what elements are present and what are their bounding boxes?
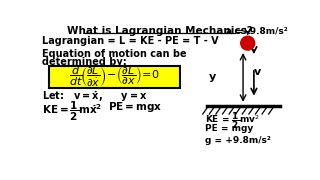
Text: Equation of motion can be: Equation of motion can be	[42, 49, 187, 58]
Text: v: v	[253, 67, 260, 77]
Text: $\dfrac{d}{dt}\!\left(\dfrac{\partial L}{\partial \dot{x}}\right)\!-\!\left(\dfr: $\dfrac{d}{dt}\!\left(\dfrac{\partial L}…	[69, 65, 160, 89]
Bar	[49, 66, 180, 88]
Text: Lagrangian = L = KE - PE = T - V: Lagrangian = L = KE - PE = T - V	[42, 36, 219, 46]
Text: What is Lagrangian Mechanics?: What is Lagrangian Mechanics?	[67, 26, 253, 36]
Text: g = +9.8m/s²: g = +9.8m/s²	[205, 136, 271, 145]
Text: determined by:: determined by:	[42, 57, 127, 67]
Text: $\mathbf{KE = \dfrac{1}{2}m\dot{x}^2}$: $\mathbf{KE = \dfrac{1}{2}m\dot{x}^2}$	[42, 100, 103, 123]
Text: Let:   $\mathbf{v = \dot{x},}$     $\mathbf{y = x}$: Let: $\mathbf{v = \dot{x},}$ $\mathbf{y …	[42, 89, 148, 104]
Text: $\mathbf{PE = mgx}$: $\mathbf{PE = mgx}$	[108, 100, 162, 114]
Text: PE = mgy: PE = mgy	[205, 124, 253, 133]
Text: y: y	[208, 72, 216, 82]
Circle shape	[241, 36, 255, 50]
Text: KE = $\mathbf{\dfrac{1}{2}}$mv$^2$: KE = $\mathbf{\dfrac{1}{2}}$mv$^2$	[205, 110, 260, 131]
Text: a = -9.8m/s²: a = -9.8m/s²	[226, 26, 288, 35]
